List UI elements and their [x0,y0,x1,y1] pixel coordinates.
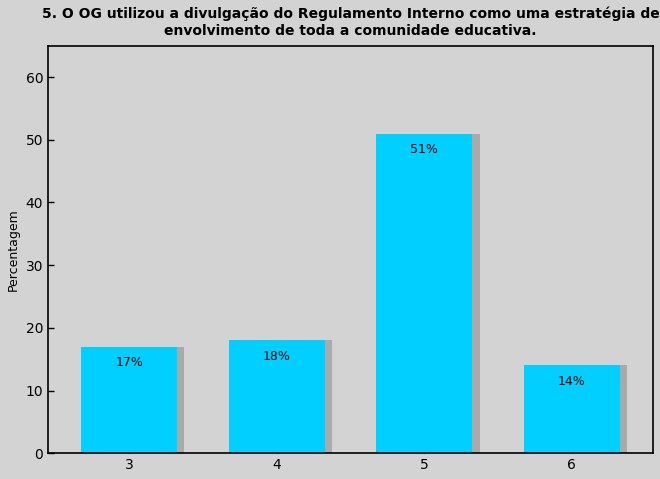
Bar [383,134,480,453]
Text: 14%: 14% [558,375,586,388]
Bar [524,365,620,453]
Bar [81,347,177,453]
Bar [376,134,473,453]
Bar [229,341,325,453]
Y-axis label: Percentagem: Percentagem [7,208,20,291]
Text: 18%: 18% [263,350,290,363]
Bar [236,341,332,453]
Text: 51%: 51% [411,143,438,156]
Bar [88,347,185,453]
Bar [531,365,627,453]
Text: 17%: 17% [115,356,143,369]
Title: 5. O OG utilizou a divulgação do Regulamento Interno como uma estratégia de
envo: 5. O OG utilizou a divulgação do Regulam… [42,7,659,38]
